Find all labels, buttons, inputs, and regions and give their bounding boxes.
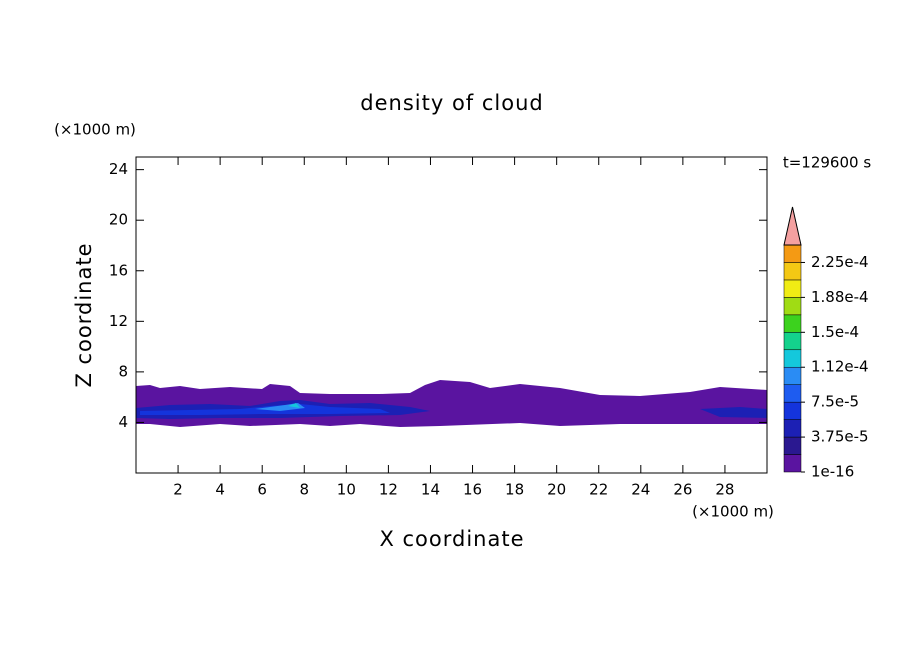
- colorbar-extension: [783, 206, 802, 246]
- colorbar-cell: [783, 332, 802, 351]
- colorbar-cell: [783, 454, 802, 473]
- x-tick-label: 2: [173, 481, 183, 499]
- y-tick-label: 4: [118, 413, 128, 431]
- colorbar-cell: [783, 262, 802, 281]
- x-tick-label: 26: [673, 481, 692, 499]
- x-tick-label: 6: [257, 481, 267, 499]
- x-tick-label: 18: [505, 481, 524, 499]
- colorbar-label: 1e-16: [811, 463, 854, 481]
- y-tick-label: 24: [109, 160, 128, 178]
- cloud-field: [136, 380, 767, 427]
- x-tick-label: 16: [463, 481, 482, 499]
- x-tick-label: 4: [215, 481, 225, 499]
- colorbar-cell: [783, 384, 802, 403]
- time-label: t=129600 s: [783, 154, 871, 172]
- x-tick-label: 10: [337, 481, 356, 499]
- colorbar-label: 1.5e-4: [811, 323, 859, 341]
- colorbar-label: 2.25e-4: [811, 253, 869, 271]
- colorbar-cell: [783, 419, 802, 438]
- x-unit: (×1000 m): [692, 503, 774, 521]
- x-tick-label: 12: [379, 481, 398, 499]
- y-tick-label: 16: [109, 261, 128, 279]
- colorbar-cell: [783, 401, 802, 420]
- y-tick-label: 20: [109, 211, 128, 229]
- colorbar-cell: [783, 366, 802, 385]
- colorbar-label: 7.5e-5: [811, 393, 859, 411]
- x-axis-label: X coordinate: [379, 527, 524, 551]
- x-tick-label: 24: [631, 481, 650, 499]
- y-unit: (×1000 m): [54, 121, 136, 139]
- chart-title: density of cloud: [360, 91, 543, 115]
- colorbar-cell: [783, 349, 802, 368]
- x-tick-label: 8: [299, 481, 309, 499]
- colorbar-cell: [783, 297, 802, 316]
- y-tick-label: 8: [118, 362, 128, 380]
- colorbar-cell: [783, 436, 802, 455]
- colorbar-cell: [783, 314, 802, 333]
- colorbar-cell: [783, 244, 802, 263]
- x-tick-label: 14: [421, 481, 440, 499]
- plot-frame: [135, 156, 768, 474]
- x-tick-label: 22: [589, 481, 608, 499]
- colorbar-label: 1.12e-4: [811, 358, 869, 376]
- colorbar-label: 3.75e-5: [811, 428, 869, 446]
- x-tick-label: 20: [547, 481, 566, 499]
- x-tick-label: 28: [715, 481, 734, 499]
- y-tick-label: 12: [109, 312, 128, 330]
- y-axis-label: Z coordinate: [72, 242, 96, 387]
- colorbar-label: 1.88e-4: [811, 288, 869, 306]
- colorbar-cell: [783, 279, 802, 298]
